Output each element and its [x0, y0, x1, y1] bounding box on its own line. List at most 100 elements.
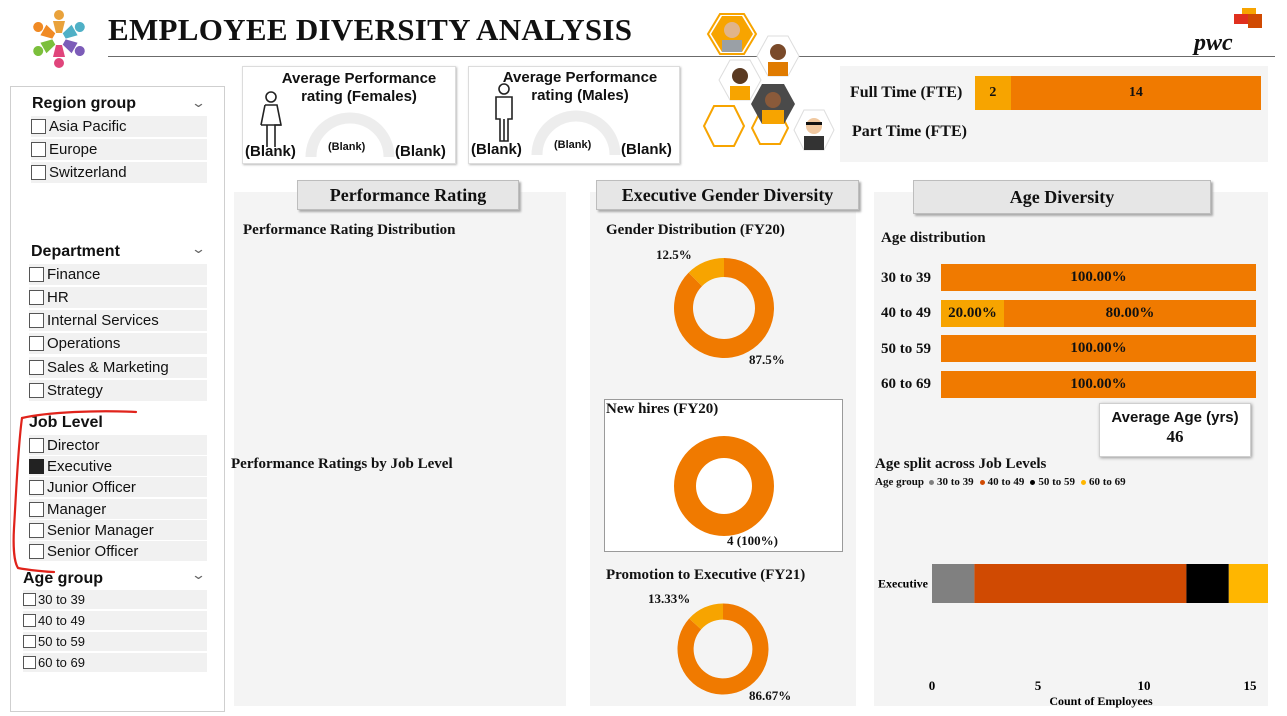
slicer-option-manager[interactable]: Manager: [29, 499, 207, 519]
kpi-card-females: Average Performance rating (Females) (Bl…: [242, 66, 456, 164]
option-label: Asia Pacific: [49, 118, 127, 135]
slicer-pane: Region group ⌄ Asia Pacific Europe Switz…: [10, 86, 225, 712]
checkbox-icon[interactable]: [31, 119, 46, 134]
checkbox-icon[interactable]: [31, 165, 46, 180]
full-time-bar[interactable]: 2 14: [975, 76, 1261, 110]
checkbox-icon[interactable]: [23, 635, 36, 648]
slicer-option-age-40-49[interactable]: 40 to 49: [23, 611, 207, 630]
slicer-option-hr[interactable]: HR: [29, 287, 207, 308]
checkbox-icon[interactable]: [29, 501, 44, 517]
promotion-donut-chart[interactable]: [668, 594, 778, 704]
legend-dot-icon: [1081, 479, 1087, 485]
age-bar-segment[interactable]: 100.00%: [941, 264, 1256, 291]
chevron-down-icon[interactable]: ⌄: [190, 241, 207, 256]
age-row-label: 50 to 59: [881, 341, 931, 357]
male-figure-icon: [495, 83, 513, 142]
donut-newhires-group: [674, 435, 774, 537]
checkbox-icon[interactable]: [29, 360, 44, 375]
kpi-min-label: (Blank): [471, 141, 522, 158]
checkbox-icon[interactable]: [23, 614, 36, 627]
option-label: 40 to 49: [38, 613, 85, 628]
age-split-legend: Age group 30 to 39 40 to 49 50 to 59 60 …: [875, 476, 1126, 488]
slicer-option-junior-officer[interactable]: Junior Officer: [29, 477, 207, 497]
age-split-title: Age split across Job Levels: [875, 456, 1047, 472]
slicer-option-director[interactable]: Director: [29, 435, 207, 455]
slicer-option-asia-pacific[interactable]: Asia Pacific: [31, 116, 207, 137]
x-tick-label: 0: [929, 678, 936, 693]
age-bar-segment[interactable]: 20.00%: [941, 299, 1004, 327]
fte-bar-segment[interactable]: 2: [975, 76, 1011, 110]
x-tick-label: 10: [1138, 678, 1151, 693]
legend-dot-icon: [1030, 479, 1036, 485]
slicer-option-operations[interactable]: Operations: [29, 333, 207, 354]
slicer-option-executive[interactable]: Executive: [29, 456, 207, 476]
option-label: 30 to 39: [38, 592, 85, 607]
gender-donut-chart[interactable]: [666, 250, 782, 366]
new-hires-value-label: 4 (100%): [727, 533, 778, 548]
age-bar-segment[interactable]: 100.00%: [941, 335, 1256, 362]
tab-age-diversity[interactable]: Age Diversity: [913, 180, 1211, 214]
checkbox-icon[interactable]: [29, 383, 44, 398]
slicer-option-age-60-69[interactable]: 60 to 69: [23, 653, 207, 672]
checkbox-icon[interactable]: [29, 336, 44, 351]
age-split-bar-chart[interactable]: Executive 0 5 10 15 Count of Employees: [874, 560, 1268, 710]
diverse-people-illustration: [702, 13, 835, 151]
slicer-option-age-30-39[interactable]: 30 to 39: [23, 590, 207, 609]
new-hires-title: New hires (FY20): [606, 401, 719, 417]
tab-executive-gender-diversity[interactable]: Executive Gender Diversity: [596, 180, 859, 210]
checkbox-icon[interactable]: [23, 593, 36, 606]
age-split-bar-segment[interactable]: [1186, 564, 1229, 603]
slicer-option-sales-marketing[interactable]: Sales & Marketing: [29, 357, 207, 378]
fte-bar-segment[interactable]: 14: [1010, 76, 1261, 110]
full-time-label: Full Time (FTE): [850, 84, 963, 101]
checkbox-icon[interactable]: [29, 313, 44, 328]
checkbox-icon[interactable]: [29, 522, 44, 538]
checkbox-icon[interactable]: [29, 437, 44, 453]
donut-slice[interactable]: [674, 435, 774, 537]
legend-label: 50 to 59: [1038, 476, 1076, 488]
kpi-value-label: (Blank): [554, 139, 592, 151]
part-time-label: Part Time (FTE): [852, 123, 967, 140]
slicer-option-internal-services[interactable]: Internal Services: [29, 310, 207, 331]
option-label: 50 to 59: [38, 634, 85, 649]
age-split-bar-segment[interactable]: [932, 564, 975, 603]
new-hires-donut-chart[interactable]: [666, 428, 782, 544]
option-label: Manager: [47, 500, 107, 518]
checkbox-icon[interactable]: [29, 543, 44, 559]
tab-performance-rating[interactable]: Performance Rating: [297, 180, 519, 210]
option-label: 60 to 69: [38, 655, 85, 670]
age-bar-segment[interactable]: 100.00%: [941, 370, 1256, 398]
checkbox-icon[interactable]: [29, 267, 44, 282]
promotion-large-pct-label: 86.67%: [749, 688, 792, 703]
slicer-option-strategy[interactable]: Strategy: [29, 380, 207, 401]
age-bar-segment[interactable]: 80.00%: [1004, 299, 1256, 327]
slicer-option-senior-officer[interactable]: Senior Officer: [29, 541, 207, 561]
donut-promotion-group: [677, 603, 769, 695]
slicer-option-finance[interactable]: Finance: [29, 264, 207, 285]
checkbox-icon[interactable]: [31, 142, 46, 157]
donut-slice[interactable]: [689, 603, 723, 630]
checkbox-icon[interactable]: [23, 656, 36, 669]
slicer-option-senior-manager[interactable]: Senior Manager: [29, 520, 207, 540]
gauge-arc: [531, 110, 621, 156]
pwc-logo-text: pwc: [1194, 30, 1233, 56]
pwc-logo-mark: [1234, 8, 1262, 28]
age-split-bar-segment[interactable]: [1228, 564, 1268, 603]
checkbox-icon[interactable]: [29, 479, 44, 495]
age-split-bar-segment[interactable]: [974, 564, 1187, 603]
slicer-option-age-50-59[interactable]: 50 to 59: [23, 632, 207, 651]
slicer-option-europe[interactable]: Europe: [31, 139, 207, 160]
title-divider: [108, 56, 1275, 57]
kpi-title: Average Performance rating (Males): [502, 69, 658, 104]
chevron-down-icon[interactable]: ⌄: [190, 567, 207, 582]
legend-label: 60 to 69: [1089, 476, 1126, 488]
checkbox-icon[interactable]: [29, 290, 44, 305]
option-label: Sales & Marketing: [47, 359, 169, 376]
chevron-down-icon[interactable]: ⌄: [190, 95, 207, 110]
age-row-label: 60 to 69: [881, 376, 931, 392]
option-label: HR: [47, 289, 69, 306]
donut-slice[interactable]: [688, 258, 724, 287]
donut-slice[interactable]: [677, 603, 769, 695]
checkbox-checked-icon[interactable]: [29, 458, 44, 474]
slicer-option-switzerland[interactable]: Switzerland: [31, 162, 207, 183]
